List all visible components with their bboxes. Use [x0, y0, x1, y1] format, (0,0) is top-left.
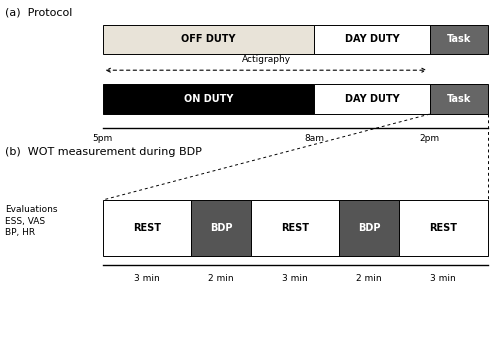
Bar [398, 200, 488, 256]
Text: REST: REST [133, 223, 161, 233]
Bar [102, 200, 192, 256]
Bar [192, 200, 250, 256]
Bar [430, 25, 488, 54]
Text: 3 min: 3 min [430, 274, 456, 283]
Text: REST: REST [281, 223, 309, 233]
Bar [102, 84, 314, 114]
Text: 5pm: 5pm [92, 134, 112, 144]
Bar [102, 25, 314, 54]
Text: 3 min: 3 min [282, 274, 308, 283]
Text: Task: Task [446, 94, 471, 104]
Text: REST: REST [429, 223, 457, 233]
Text: OFF DUTY: OFF DUTY [181, 34, 236, 45]
Text: Evaluations
ESS, VAS
BP, HR: Evaluations ESS, VAS BP, HR [5, 205, 58, 237]
Text: Actigraphy: Actigraphy [242, 55, 290, 64]
Text: 3 min: 3 min [134, 274, 160, 283]
Bar [340, 200, 398, 256]
Text: 2 min: 2 min [356, 274, 382, 283]
Bar [314, 25, 430, 54]
Text: DAY DUTY: DAY DUTY [344, 94, 400, 104]
Text: BDP: BDP [358, 223, 380, 233]
Text: Task: Task [446, 34, 471, 45]
Text: ON DUTY: ON DUTY [184, 94, 233, 104]
Text: BDP: BDP [210, 223, 232, 233]
Text: (a)  Protocol: (a) Protocol [5, 8, 72, 18]
Bar [430, 84, 488, 114]
Text: DAY DUTY: DAY DUTY [344, 34, 400, 45]
Text: (b)  WOT measurement during BDP: (b) WOT measurement during BDP [5, 147, 202, 157]
Bar [250, 200, 340, 256]
Text: 2pm: 2pm [420, 134, 440, 144]
Text: 8am: 8am [304, 134, 324, 144]
Bar [314, 84, 430, 114]
Text: 2 min: 2 min [208, 274, 234, 283]
